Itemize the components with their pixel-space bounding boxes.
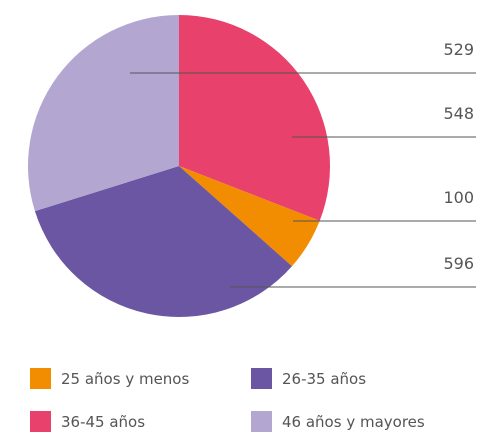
value-label: 529: [443, 40, 474, 59]
pie-slice: [28, 15, 179, 212]
chart: 548 100 596 529: [28, 15, 476, 317]
legend-label: 26-35 años: [282, 369, 367, 388]
pie-slice: [34, 166, 292, 317]
legend-swatch: [251, 368, 272, 389]
legend-item: 36-45 años: [30, 411, 251, 432]
legend-label: 46 años y mayores: [282, 412, 425, 431]
value-label: 100: [443, 188, 474, 207]
legend-label: 25 años y menos: [61, 369, 190, 388]
legend-item: 46 años y mayores: [251, 411, 470, 432]
pie-slice: [179, 15, 331, 221]
value-label: 548: [443, 104, 474, 123]
legend-swatch: [30, 368, 51, 389]
legend-swatch: [30, 411, 51, 432]
legend-item: 25 años y menos: [30, 368, 251, 389]
legend-item: 26-35 años: [251, 368, 470, 389]
legend: 36-45 años 25 años y menos 26-35 años 46 añ…: [30, 368, 470, 432]
value-label: 596: [443, 254, 474, 273]
legend-label: 36-45 años: [61, 412, 146, 431]
pie-slice: [179, 166, 320, 267]
legend-swatch: [251, 411, 272, 432]
